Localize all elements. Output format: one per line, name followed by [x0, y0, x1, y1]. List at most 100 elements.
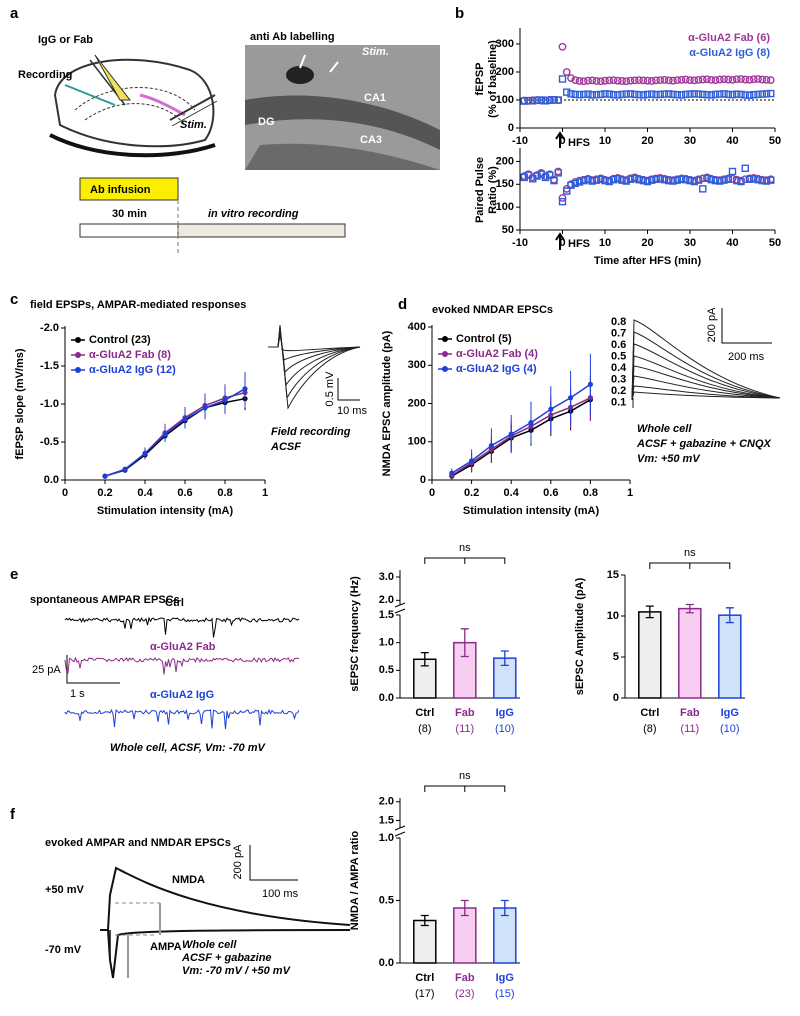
- error-bar: [725, 607, 734, 624]
- y-tick-label: 200: [408, 397, 426, 409]
- marker: [618, 90, 626, 99]
- marker: [622, 77, 631, 86]
- marker: [694, 75, 703, 84]
- error-bar: [685, 603, 694, 614]
- marker: [673, 76, 682, 85]
- scale-bar: [337, 378, 360, 401]
- y-tick-label: 15: [607, 569, 619, 581]
- n-label: (17): [415, 988, 435, 1000]
- note: Vm: -70 mV / +50 mV: [182, 965, 292, 977]
- significance-label: ns: [684, 547, 696, 559]
- marker: [648, 90, 656, 98]
- marker: [694, 176, 703, 184]
- significance-label: ns: [459, 770, 471, 782]
- trace-label: 0.5: [611, 350, 626, 362]
- label: Recording: [18, 69, 72, 81]
- y-tick-label: 2.0: [379, 796, 394, 808]
- marker: [222, 397, 228, 403]
- marker: [548, 406, 554, 412]
- marker: [613, 76, 622, 85]
- y-tick-label: 0.0: [44, 474, 59, 486]
- n-label: (11): [455, 723, 474, 735]
- y-axis-label: fEPSP slope (mV/ms): [14, 348, 26, 459]
- marker: [596, 77, 605, 86]
- marker: [758, 90, 766, 98]
- trace-label: 0.2: [611, 385, 626, 397]
- marker: [605, 177, 613, 186]
- marker: [520, 173, 528, 182]
- marker: [762, 75, 771, 84]
- marker: [690, 76, 699, 85]
- marker: [711, 90, 720, 99]
- marker: [754, 176, 762, 184]
- marker: [635, 176, 643, 184]
- scale-label: 100 ms: [262, 888, 299, 900]
- marker: [724, 90, 732, 99]
- marker: [677, 75, 686, 84]
- x-tick-label: 0.6: [543, 487, 558, 499]
- marker: [202, 405, 208, 411]
- marker: [724, 175, 732, 183]
- marker: [580, 90, 588, 99]
- marker: [703, 75, 711, 84]
- marker: [754, 90, 762, 99]
- marker: [681, 75, 690, 84]
- label: DG: [258, 116, 275, 128]
- legend-label: α-GluA2 Fab (4): [456, 348, 538, 360]
- marker: [669, 177, 677, 185]
- n-label: (8): [643, 723, 656, 735]
- marker: [652, 175, 660, 183]
- marker: [580, 176, 588, 185]
- x-tick-label: 40: [726, 237, 738, 249]
- marker: [639, 176, 647, 185]
- marker: [711, 176, 720, 185]
- evoked-traces: [100, 866, 351, 979]
- note: Whole cell, ACSF, Vm: -70 mV: [110, 742, 267, 754]
- y-tick-label: 1.5: [379, 814, 394, 826]
- y-tick-label: 2.0: [379, 594, 394, 606]
- marker: [541, 97, 550, 105]
- marker: [579, 77, 588, 86]
- panel-label: d: [398, 296, 407, 313]
- x-tick-label: 10: [599, 135, 611, 147]
- marker: [639, 76, 648, 85]
- marker: [660, 176, 669, 184]
- timeline-bar: [177, 223, 346, 238]
- y-tick-label: 0: [420, 474, 426, 486]
- n-label: (8): [418, 723, 431, 735]
- y-tick-label: 0.0: [379, 692, 394, 704]
- trace: [64, 708, 300, 730]
- marker: [694, 90, 703, 98]
- marker: [754, 75, 762, 83]
- marker: [707, 91, 715, 99]
- marker: [631, 90, 639, 99]
- annotation: Field recording: [271, 426, 351, 438]
- series-line: [104, 397, 246, 477]
- marker: [673, 90, 681, 99]
- marker: [737, 177, 745, 186]
- marker: [449, 470, 455, 476]
- y-tick-label: 100: [496, 201, 514, 213]
- trace-label: 0.7: [611, 327, 626, 339]
- marker: [631, 174, 639, 183]
- marker: [715, 75, 724, 84]
- significance-bracket: [649, 562, 731, 569]
- marker: [592, 90, 601, 99]
- x-tick-label: Ctrl: [640, 707, 659, 719]
- marker: [469, 458, 475, 464]
- marker: [558, 197, 567, 206]
- marker: [703, 90, 711, 99]
- marker: [626, 76, 635, 85]
- marker: [766, 76, 775, 85]
- marker: [563, 88, 571, 96]
- legend-label: α-GluA2 Fab (6): [688, 32, 770, 44]
- marker: [750, 90, 758, 99]
- series-line: [104, 388, 246, 477]
- marker: [737, 90, 745, 99]
- marker: [597, 175, 605, 183]
- marker: [601, 90, 609, 98]
- legend-label: α-GluA2 IgG (12): [89, 364, 176, 376]
- marker: [626, 175, 635, 183]
- x-axis-label: Stimulation intensity (mA): [97, 505, 234, 517]
- x-tick-label: 1: [627, 487, 633, 499]
